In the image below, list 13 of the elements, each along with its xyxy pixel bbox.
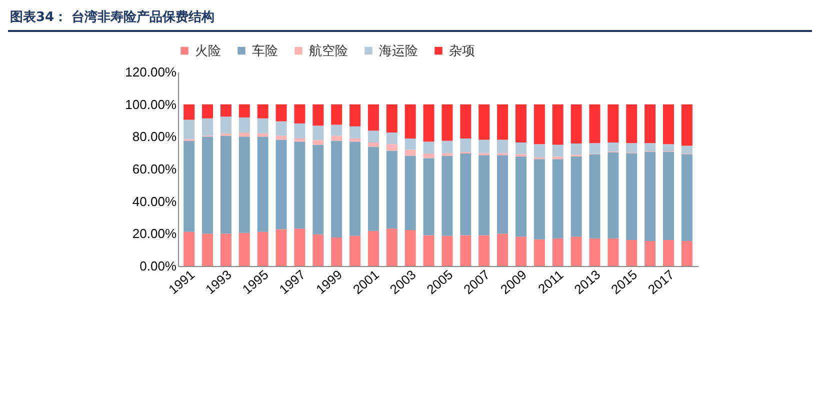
legend-label: 航空险 [309, 44, 348, 59]
legend-label: 火险 [195, 44, 221, 59]
y-tick-label: 80.00% [132, 129, 177, 144]
y-tick-label: 20.00% [132, 226, 177, 242]
chart-title: 图表34： 台湾非寿险产品保费结构 [10, 8, 215, 26]
legend-label: 海运险 [379, 44, 418, 59]
y-tick-label: 40.00% [132, 194, 177, 209]
y-tick-label: 100.00% [125, 96, 177, 112]
legend-label: 车险 [252, 44, 278, 59]
y-tick-label: 60.00% [132, 162, 177, 176]
y-tick-label: 120.00% [125, 64, 177, 80]
legend-label: 杂项 [449, 44, 475, 59]
y-tick-label: 0.00% [140, 258, 177, 274]
